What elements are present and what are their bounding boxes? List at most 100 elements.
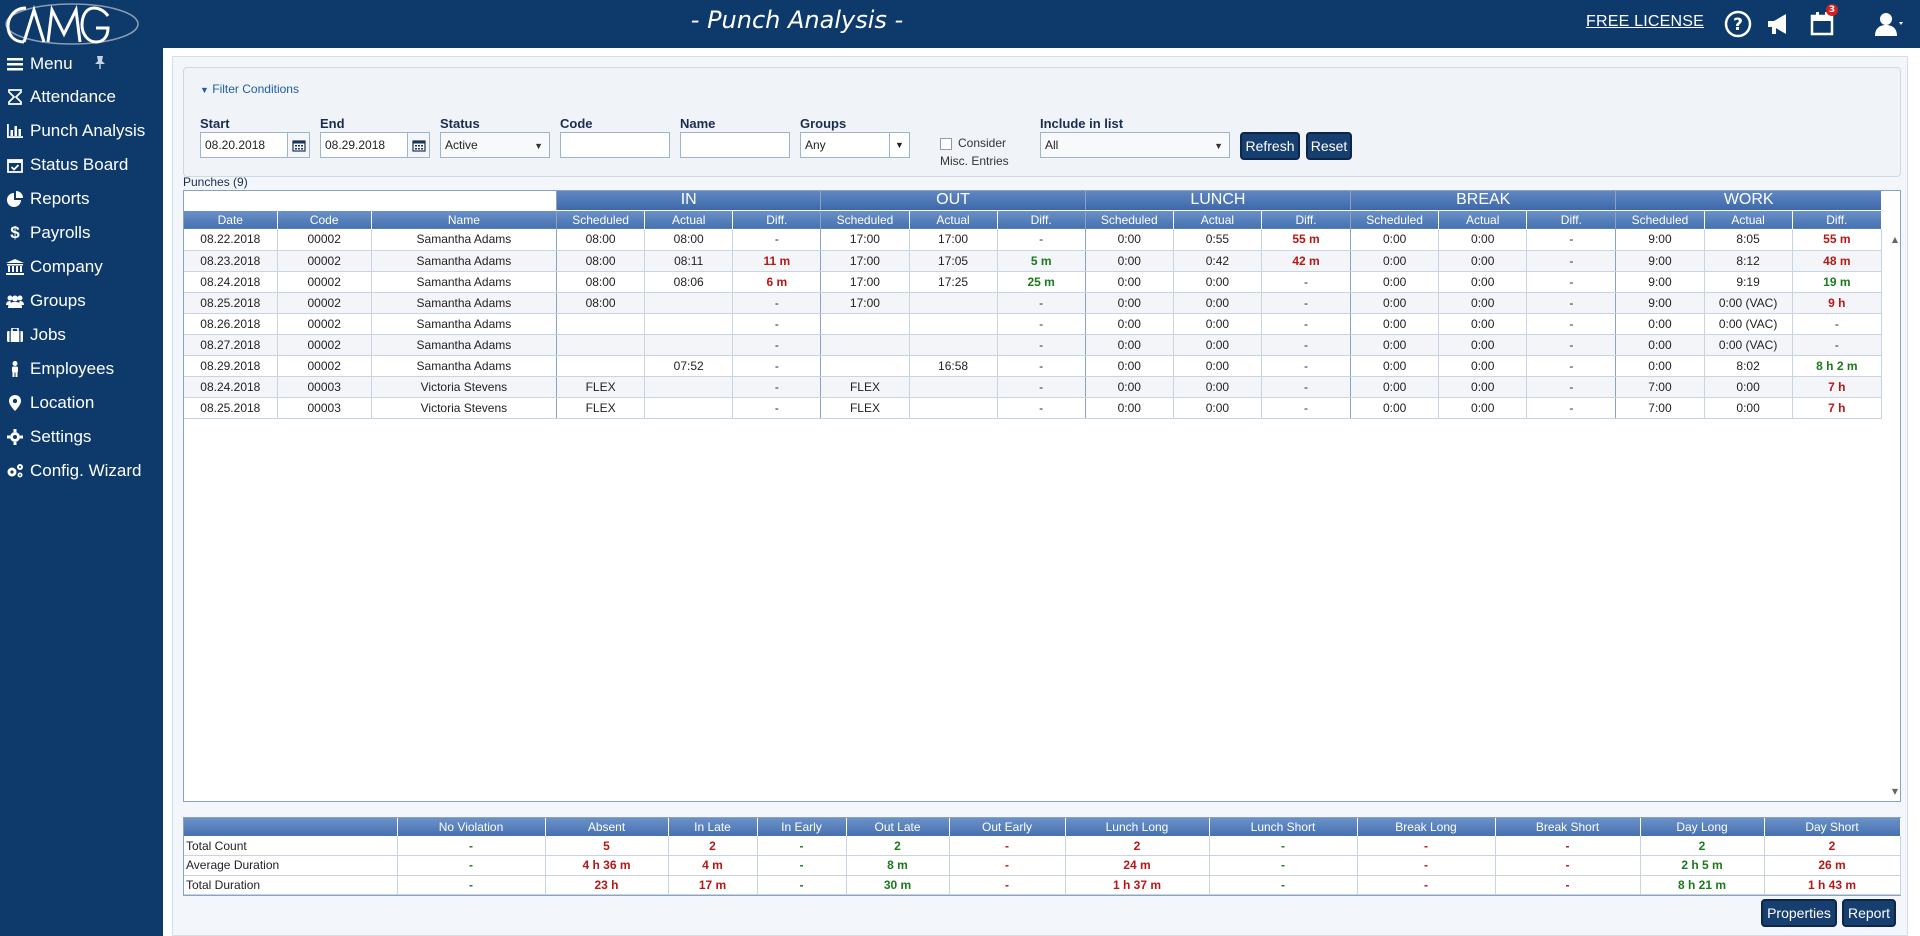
calendar-icon[interactable] <box>407 133 429 157</box>
table-row[interactable]: 08.26.2018 00002 Samantha Adams - -0:00 0:00-… <box>184 313 1883 335</box>
table-row[interactable]: 08.27.2018 00002 Samantha Adams - -0:00 0:00-… <box>184 334 1883 356</box>
sidebar-item-config-wizard[interactable]: Config. Wizard <box>0 455 163 487</box>
table-cell: - <box>1261 334 1352 356</box>
column-header[interactable]: Actual <box>1704 210 1793 229</box>
user-icon[interactable] <box>1872 8 1904 40</box>
summary-cell: - <box>1357 875 1496 895</box>
table-row[interactable]: 08.25.2018 00002 Samantha Adams 08:00-17:00… <box>184 292 1883 314</box>
summary-cell: 1 h 43 m <box>1764 875 1901 895</box>
report-button[interactable]: Report <box>1842 899 1896 927</box>
column-header[interactable]: Scheduled <box>1350 210 1440 229</box>
calendar-icon[interactable] <box>287 133 309 157</box>
name-input[interactable] <box>680 132 790 158</box>
column-header[interactable]: Diff. <box>1792 210 1883 229</box>
column-header[interactable]: Diff. <box>1526 210 1617 229</box>
column-header[interactable]: Scheduled <box>556 210 646 229</box>
table-row[interactable]: 08.23.2018 00002 Samantha Adams 08:00 08:11 1… <box>184 250 1883 272</box>
sidebar-item-location[interactable]: Location <box>0 387 163 419</box>
column-header[interactable]: Scheduled <box>1615 210 1705 229</box>
page-title: - Punch Analysis - <box>690 6 904 34</box>
sidebar-item-employees[interactable]: Employees <box>0 353 163 385</box>
sidebar-item-payrolls[interactable]: $ Payrolls <box>0 217 163 249</box>
column-header[interactable]: Diff. <box>732 210 822 229</box>
end-date-value: 08.29.2018 <box>325 138 386 152</box>
sidebar-item-status-board[interactable]: Status Board <box>0 149 163 181</box>
sidebar-item-company[interactable]: Company <box>0 251 163 283</box>
end-date-input[interactable]: 08.29.2018 <box>320 132 430 158</box>
column-header[interactable]: Code <box>277 210 372 229</box>
table-row[interactable]: 08.22.2018 00002 Samantha Adams 08:00 08:00-… <box>184 229 1883 251</box>
sidebar-item-groups[interactable]: Groups <box>0 285 163 317</box>
table-row[interactable]: 08.24.2018 00002 Samantha Adams 08:00 08:06 6… <box>184 271 1883 293</box>
table-row[interactable]: 08.25.2018 00003 Victoria Stevens FLEX - FLEX… <box>184 397 1883 419</box>
help-icon[interactable]: ? <box>1722 8 1754 40</box>
table-row[interactable]: 08.29.2018 00002 Samantha Adams 07:52-16:58… <box>184 355 1883 377</box>
filter-conditions-toggle[interactable]: ▼ Filter Conditions <box>200 82 299 96</box>
table-cell: 08.25.2018 <box>184 397 278 419</box>
sidebar-item-menu[interactable]: Menu <box>0 48 163 80</box>
consider-misc-checkbox[interactable] <box>940 138 952 150</box>
calendar-check-icon <box>6 156 24 174</box>
table-cell: 0:00 <box>1173 376 1262 398</box>
column-header[interactable]: Scheduled <box>1085 210 1174 229</box>
properties-button[interactable]: Properties <box>1761 899 1837 927</box>
table-cell: 00002 <box>277 292 372 314</box>
calendar-icon[interactable] <box>1806 8 1838 40</box>
scroll-down-icon[interactable]: ▼ <box>1891 787 1898 796</box>
column-header[interactable]: Actual <box>644 210 734 229</box>
chevron-down-icon[interactable]: ▼ <box>889 133 909 157</box>
start-date-input[interactable]: 08.20.2018 <box>200 132 310 158</box>
table-cell: 0:55 <box>1173 229 1262 251</box>
sidebar-item-label: Reports <box>30 189 90 208</box>
bar-chart-icon <box>6 122 24 140</box>
table-cell <box>909 376 998 398</box>
free-license-link[interactable]: FREE LICENSE <box>1586 13 1704 30</box>
sidebar-item-label: Attendance <box>30 87 117 106</box>
column-header[interactable]: Date <box>184 210 278 229</box>
column-header[interactable]: Name <box>371 210 558 229</box>
column-header[interactable]: Diff. <box>1261 210 1352 229</box>
table-cell: 0:00 <box>1704 376 1793 398</box>
scroll-up-icon[interactable]: ▲ <box>1891 235 1898 244</box>
groups-select[interactable]: Any ▼ <box>800 132 910 158</box>
column-header[interactable]: Actual <box>909 210 998 229</box>
code-input[interactable] <box>560 132 670 158</box>
sidebar-item-punch-analysis[interactable]: Punch Analysis <box>0 115 163 147</box>
sidebar-item-settings[interactable]: Settings <box>0 421 163 453</box>
amg-logo[interactable] <box>4 2 140 46</box>
sidebar-item-jobs[interactable]: Jobs <box>0 319 163 351</box>
table-cell: 08:00 <box>644 229 734 251</box>
column-header[interactable]: Actual <box>1438 210 1528 229</box>
summary-cell: - <box>949 836 1066 856</box>
table-cell: 48 m <box>1792 250 1883 272</box>
table-cell: 0:00 <box>1350 292 1440 314</box>
table-cell: 0:00 <box>1085 397 1174 419</box>
column-header[interactable]: Diff. <box>997 210 1086 229</box>
refresh-button[interactable]: Refresh <box>1240 132 1300 160</box>
table-cell: - <box>1261 397 1352 419</box>
reset-button[interactable]: Reset <box>1306 132 1352 160</box>
group-header-lunch: LUNCH <box>1085 191 1352 211</box>
sidebar-item-attendance[interactable]: Attendance <box>0 81 163 113</box>
pin-icon[interactable] <box>93 54 107 74</box>
table-cell: 6 m <box>732 271 822 293</box>
table-cell: 0:00 <box>1615 355 1705 377</box>
include-label: Include in list <box>1040 116 1124 131</box>
megaphone-icon[interactable] <box>1762 8 1794 40</box>
table-cell: 08.23.2018 <box>184 250 278 272</box>
table-cell: 0:00 <box>1438 250 1528 272</box>
table-cell: 0:00 <box>1173 397 1262 419</box>
sidebar-item-reports[interactable]: Reports <box>0 183 163 215</box>
summary-cell: - <box>1209 855 1358 876</box>
table-cell: 0:00 <box>1438 334 1528 356</box>
table-cell: - <box>732 397 822 419</box>
table-cell <box>556 355 646 377</box>
column-header[interactable]: Scheduled <box>820 210 910 229</box>
dollar-icon: $ <box>10 223 20 242</box>
include-select[interactable]: All ▼ <box>1040 132 1230 158</box>
table-row[interactable]: 08.24.2018 00003 Victoria Stevens FLEX - FLEX… <box>184 376 1883 398</box>
column-header[interactable]: Actual <box>1173 210 1262 229</box>
table-cell: - <box>1261 292 1352 314</box>
status-select[interactable]: Active ▼ <box>440 132 550 158</box>
